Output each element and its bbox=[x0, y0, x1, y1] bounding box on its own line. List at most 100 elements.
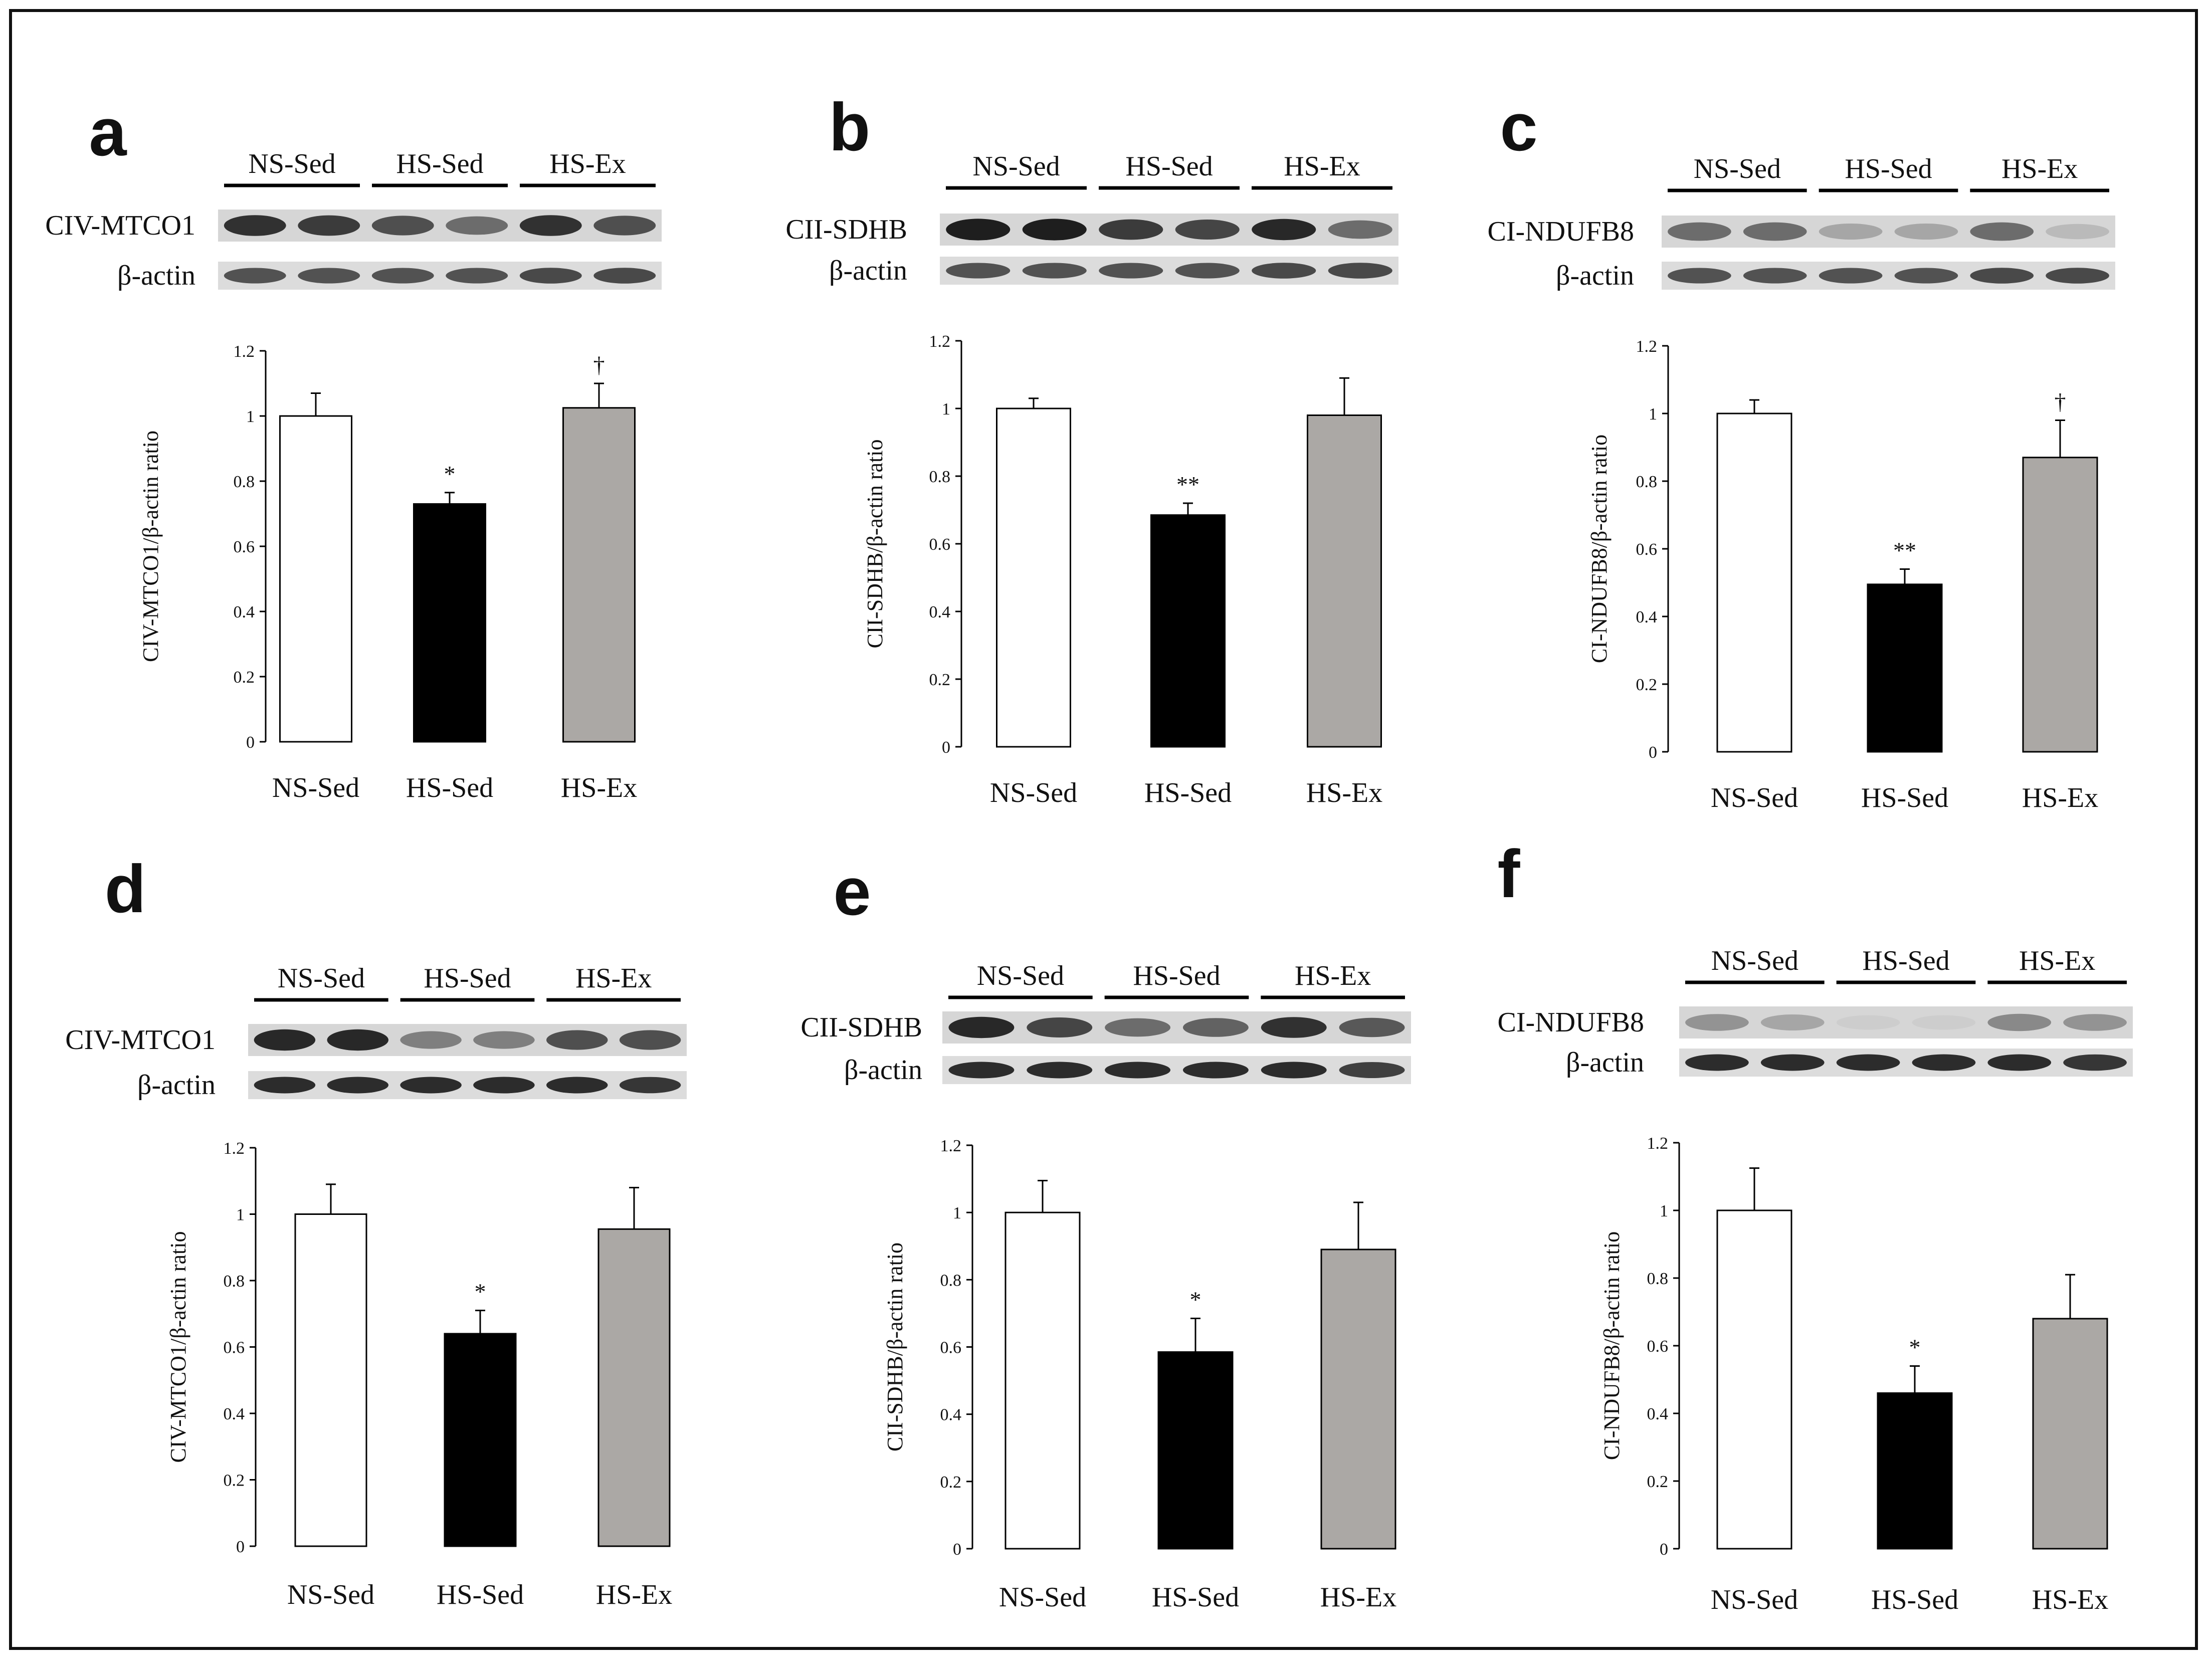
y-tick-label: 1.2 bbox=[940, 1137, 962, 1155]
blot-band-actin bbox=[1685, 1054, 1749, 1071]
blot-band-actin bbox=[1328, 263, 1392, 279]
blot-band-target bbox=[400, 1031, 462, 1049]
blot-strip-actin bbox=[1679, 1049, 2133, 1077]
figure-frame bbox=[9, 9, 2198, 1650]
bar-hs-sed bbox=[444, 1333, 517, 1547]
blot-band-actin bbox=[1987, 1054, 2052, 1071]
significance-mark: † bbox=[2055, 389, 2066, 414]
blot-band-target bbox=[1743, 222, 1807, 241]
blot-band-target bbox=[1328, 220, 1392, 239]
y-tick-label: 1 bbox=[246, 407, 255, 426]
y-tick-label: 1.2 bbox=[1636, 337, 1658, 356]
y-tick-label: 0 bbox=[1660, 1540, 1668, 1559]
y-tick-label: 0 bbox=[942, 738, 950, 757]
blot-strip-target bbox=[1662, 216, 2115, 248]
significance-mark: ** bbox=[1893, 538, 1916, 563]
y-tick-label: 1.2 bbox=[224, 1139, 245, 1158]
blot-band-target bbox=[619, 1030, 681, 1050]
blot-band-actin bbox=[298, 268, 360, 284]
x-category-label: HS-Ex bbox=[1320, 1582, 1396, 1613]
x-category-label: HS-Ex bbox=[596, 1579, 672, 1610]
blot-band-target bbox=[224, 215, 286, 236]
x-category-label: NS-Sed bbox=[990, 777, 1077, 808]
y-tick-label: 0.8 bbox=[1636, 473, 1658, 491]
blot-row-label-actin: β-actin bbox=[137, 1070, 216, 1101]
panel-c: c NS-Sed HS-Sed HS-Ex CI-NDUFB8 β-actin 0 0.2 0.… bbox=[1488, 89, 2115, 813]
significance-mark: * bbox=[444, 461, 456, 487]
blot-band-actin bbox=[1760, 1054, 1825, 1071]
blot-band-target bbox=[446, 216, 508, 235]
significance-mark: * bbox=[475, 1279, 486, 1305]
blot-band-actin bbox=[619, 1077, 681, 1094]
y-tick-label: 1 bbox=[942, 400, 950, 419]
y-tick-label: 0 bbox=[246, 733, 255, 752]
blot-band-actin bbox=[371, 268, 434, 284]
panel-e: e NS-Sed HS-Sed HS-Ex CII-SDHB β-actin 0 0.2 0.4… bbox=[800, 854, 1411, 1613]
blot-strip-actin bbox=[940, 257, 1398, 285]
blot-band-actin bbox=[1105, 1062, 1171, 1079]
blot-band-actin bbox=[254, 1077, 316, 1094]
blot-band-actin bbox=[400, 1077, 462, 1094]
significance-mark: † bbox=[593, 352, 605, 377]
blot-band-actin bbox=[1182, 1062, 1249, 1079]
bar-hs-ex bbox=[597, 1228, 671, 1547]
y-tick-label: 0.4 bbox=[224, 1405, 245, 1423]
blot-band-target bbox=[298, 215, 360, 236]
y-tick-label: 0.4 bbox=[234, 603, 255, 621]
blot-band-actin bbox=[1099, 263, 1163, 279]
y-tick-label: 0.4 bbox=[1636, 608, 1658, 627]
blot-band-actin bbox=[1261, 1062, 1327, 1079]
blot-row-label-target: CI-NDUFB8 bbox=[1488, 216, 1634, 247]
panel-letter: d bbox=[105, 851, 146, 927]
blot-band-target bbox=[1819, 224, 1883, 240]
bar-ns-sed bbox=[294, 1213, 367, 1547]
blot-band-target bbox=[1099, 219, 1163, 240]
blot-group-label: NS-Sed bbox=[977, 960, 1064, 991]
blot-band-actin bbox=[2046, 268, 2109, 284]
panel-letter: c bbox=[1500, 89, 1537, 165]
y-tick-label: 0.8 bbox=[234, 473, 255, 491]
blot-band-target bbox=[1182, 1018, 1249, 1037]
blot-row-label-target: CIV-MTCO1 bbox=[65, 1024, 216, 1056]
blot-strip-target bbox=[1679, 1006, 2133, 1038]
blot-band-target bbox=[1261, 1017, 1327, 1038]
significance-mark: * bbox=[1190, 1287, 1201, 1312]
x-category-label: HS-Ex bbox=[2032, 1584, 2108, 1615]
y-tick-label: 0.2 bbox=[1636, 676, 1658, 694]
y-tick-label: 0.6 bbox=[940, 1339, 962, 1357]
y-tick-label: 0.6 bbox=[1647, 1337, 1669, 1356]
x-category-label: HS-Sed bbox=[1144, 777, 1232, 808]
bar-hs-sed bbox=[413, 503, 486, 743]
blot-group-label: HS-Sed bbox=[396, 148, 483, 179]
bar-hs-ex bbox=[1320, 1248, 1396, 1550]
blot-band-target bbox=[1175, 220, 1240, 240]
panel-b: b NS-Sed HS-Sed HS-Ex CII-SDHB β-actin 0 0.2 0.4… bbox=[785, 89, 1398, 808]
blot-group-label: HS-Ex bbox=[2001, 153, 2078, 184]
blot-group-label: HS-Sed bbox=[1862, 945, 1949, 976]
blot-row-label-target: CI-NDUFB8 bbox=[1498, 1007, 1644, 1038]
blot-row-label-target: CII-SDHB bbox=[785, 214, 907, 245]
y-tick-label: 0.2 bbox=[940, 1473, 962, 1492]
blot-band-target bbox=[2063, 1014, 2127, 1031]
blot-group-label: NS-Sed bbox=[278, 963, 365, 994]
bar-hs-ex bbox=[1307, 414, 1382, 748]
panel-letter: a bbox=[89, 94, 127, 170]
x-category-label: NS-Sed bbox=[999, 1582, 1086, 1613]
blot-band-target bbox=[1105, 1018, 1171, 1037]
blot-band-actin bbox=[1743, 268, 1807, 284]
blot-band-target bbox=[1027, 1017, 1093, 1037]
y-tick-label: 0.8 bbox=[940, 1271, 962, 1290]
blot-group-label: HS-Ex bbox=[1295, 960, 1371, 991]
y-axis-label: CI-NDUFB8/β-actin ratio bbox=[1599, 1231, 1624, 1460]
bar-hs-ex bbox=[562, 407, 636, 743]
blot-band-target bbox=[1987, 1013, 2052, 1031]
y-tick-label: 1.2 bbox=[1647, 1134, 1669, 1153]
panel-letter: e bbox=[833, 854, 871, 929]
blot-band-target bbox=[948, 1016, 1015, 1038]
significance-mark: ** bbox=[1176, 472, 1199, 497]
blot-row-label-actin: β-actin bbox=[829, 255, 907, 286]
y-axis-label: CIV-MTCO1/β-actin ratio bbox=[138, 431, 163, 662]
bar-ns-sed bbox=[1004, 1211, 1081, 1550]
y-tick-label: 0.6 bbox=[234, 538, 255, 556]
blot-band-actin bbox=[1894, 268, 1958, 284]
